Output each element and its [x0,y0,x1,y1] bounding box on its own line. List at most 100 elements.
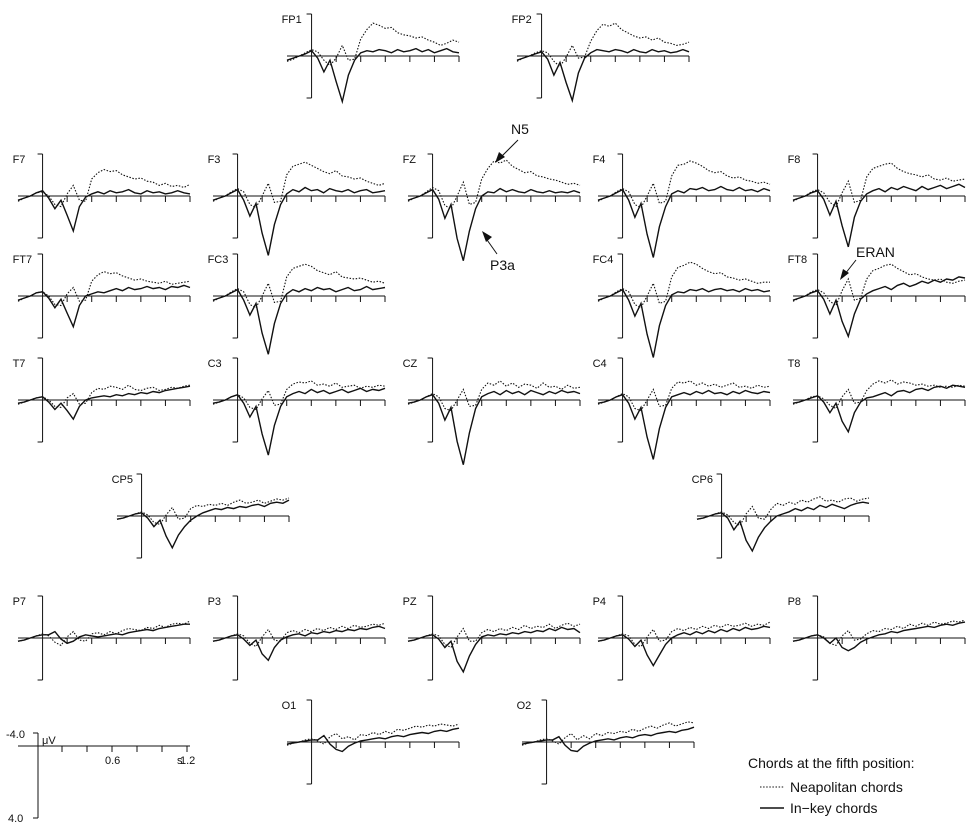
trace-neapolitan [17,271,191,307]
trace-neapolitan [407,159,581,210]
trace-inkey [116,499,290,550]
trace-neapolitan [521,721,695,746]
trace-neapolitan [792,263,966,307]
panel-p8: P8 [788,595,966,681]
electrode-label: FP1 [282,14,302,26]
trace-inkey [597,287,771,358]
electrode-label: P3 [208,596,221,608]
panel-c4: C4 [593,357,771,460]
trace-neapolitan [597,621,771,648]
trace-inkey [516,48,690,104]
trace-neapolitan [17,620,191,647]
trace-neapolitan [212,161,386,209]
electrode-label: T7 [13,358,26,370]
trace-inkey [212,186,386,256]
trace-neapolitan [212,380,386,411]
trace-inkey [212,285,386,355]
electrode-label: C3 [208,358,222,370]
panel-c3: C3 [208,357,386,456]
trace-neapolitan [407,380,581,412]
panel-ft7: FT7 [13,253,191,339]
trace-inkey [792,621,966,652]
panel-o2: O2 [517,699,695,785]
annotation-eran-arrow-head [840,269,849,280]
trace-inkey [407,187,581,261]
trace-neapolitan [597,160,771,209]
annotation-n5-label: N5 [511,121,529,137]
panel-f8: F8 [788,153,966,248]
annotation-n5-arrow-head [495,152,505,163]
electrode-label: F8 [788,154,801,166]
electrode-label: PZ [403,596,417,608]
trace-inkey [792,276,966,339]
panel-p3: P3 [208,595,386,681]
trace-neapolitan [286,22,460,67]
scale-bar: -4.0 4.0 μV s 0.6 1.2 [6,729,195,824]
trace-neapolitan [516,22,690,68]
legend-label-neapolitan: Neapolitan chords [790,779,903,795]
panel-f7: F7 [13,153,191,239]
panel-cp6: CP6 [692,473,870,559]
trace-neapolitan [792,162,966,208]
panel-f4: F4 [593,153,771,258]
trace-neapolitan [212,622,386,648]
scale-bar-x-unit: s [177,755,183,767]
trace-inkey [597,389,771,460]
electrode-label: T8 [788,358,801,370]
panel-fp1: FP1 [282,13,460,105]
scale-bar-y-bottom-label: 4.0 [8,813,23,824]
trace-neapolitan [597,261,770,309]
trace-inkey [521,726,695,753]
electrode-label: FZ [403,154,417,166]
electrode-label: P7 [13,596,26,608]
trace-neapolitan [597,380,771,412]
trace-inkey [792,384,966,434]
panel-p7: P7 [13,595,191,681]
legend-title: Chords at the fifth position: [748,755,915,771]
trace-inkey [407,389,581,465]
panel-cz: CZ [403,357,581,465]
scale-bar-y-top-label: -4.0 [6,729,25,741]
electrode-label: CP5 [112,474,133,486]
trace-neapolitan [286,723,460,746]
panel-fp2: FP2 [512,13,690,104]
trace-neapolitan [792,379,966,410]
panel-pz: PZ [403,595,581,681]
panel-t7: T7 [13,357,191,443]
annotation-p3a-label: P3a [490,257,515,273]
annotation-p3a: P3a [482,231,515,273]
electrode-label: CZ [403,358,418,370]
trace-inkey [407,626,581,674]
trace-neapolitan [792,619,966,647]
panel-fc3: FC3 [208,253,386,355]
annotation-n5: N5 [495,121,529,163]
panel-cp5: CP5 [112,473,290,559]
trace-neapolitan [696,496,870,527]
trace-inkey [212,625,386,662]
trace-inkey [286,47,460,105]
electrode-label: C4 [593,358,607,370]
electrode-label: P8 [788,596,801,608]
trace-inkey [286,727,460,753]
scale-bar-y-unit: μV [42,735,56,747]
trace-inkey [17,284,191,329]
electrode-panels: FP1 FP2 F7 F3 FZ F4 F8 FT7 FC3 FC4 FT8 T7 C3 CZ C4 T8 CP… [13,13,966,785]
electrode-label: O1 [282,700,297,712]
trace-inkey [597,185,771,258]
electrode-label: FT8 [788,254,808,266]
panel-t8: T8 [788,357,966,443]
annotation-n5-arrow-line [499,139,519,159]
annotation-eran-label: ERAN [856,244,895,260]
scale-bar-x-tick-label: 1.2 [180,755,195,767]
electrode-label: FP2 [512,14,532,26]
legend-label-inkey: In−key chords [790,800,878,816]
trace-neapolitan [116,497,290,526]
panel-fc4: FC4 [593,253,771,358]
annotation-eran: ERAN [840,244,895,280]
electrode-label: CP6 [692,474,713,486]
panel-f3: F3 [208,153,386,256]
electrode-label: FC3 [208,254,229,266]
annotation-p3a-arrow-head [482,231,492,242]
trace-inkey [597,625,771,667]
